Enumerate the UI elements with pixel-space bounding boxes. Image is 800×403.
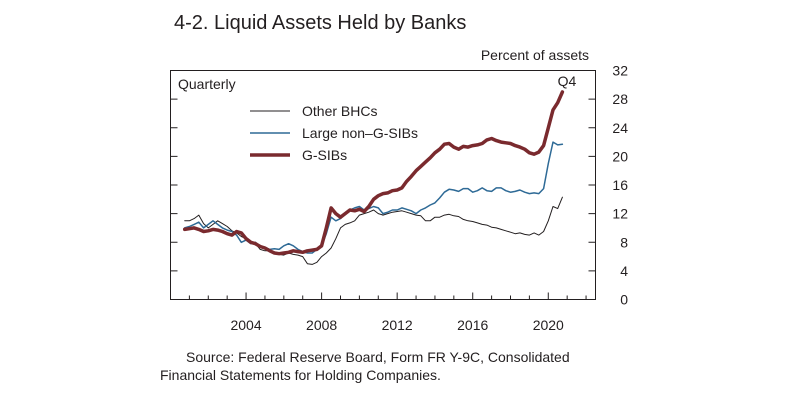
y-tick-label: 12 <box>612 206 628 222</box>
source-note: Source: Federal Reserve Board, Form FR Y… <box>160 348 680 384</box>
x-tick-label: 2004 <box>230 317 261 333</box>
chart-title: 4-2. Liquid Assets Held by Banks <box>174 12 467 34</box>
legend-label: Large non–G-SIBs <box>302 125 418 141</box>
series-line-3 <box>182 90 565 256</box>
last-point-annotation: Q4 <box>558 73 577 89</box>
left-axis-ticks <box>170 98 178 272</box>
legend: Other BHCs Large non–G-SIBs G-SIBs <box>250 103 418 163</box>
series-lines <box>182 90 565 265</box>
source-line-1: Source: Federal Reserve Board, Form FR Y… <box>186 349 570 365</box>
y-axis-label: Percent of assets <box>481 47 589 63</box>
plot-frame <box>170 70 596 300</box>
y-tick-label: 0 <box>620 292 628 308</box>
legend-label: Other BHCs <box>302 103 377 119</box>
y-tick-label: 16 <box>612 177 628 193</box>
x-axis: 2004 2008 2012 2016 2020 <box>170 292 587 333</box>
y-tick-label: 28 <box>612 91 628 107</box>
x-tick-label: 2012 <box>382 317 413 333</box>
y-tick-label: 20 <box>612 148 628 164</box>
legend-label: G-SIBs <box>302 147 347 163</box>
y-tick-label: 32 <box>612 63 628 79</box>
x-tick-label: 2020 <box>533 317 564 333</box>
x-tick-label: 2008 <box>306 317 337 333</box>
source-line-2: Financial Statements for Holding Compani… <box>160 367 441 383</box>
y-tick-label: 4 <box>620 263 628 279</box>
y-tick-label: 8 <box>620 234 628 250</box>
y-tick-label: 24 <box>612 120 628 136</box>
x-tick-label: 2016 <box>457 317 488 333</box>
frequency-label: Quarterly <box>178 76 236 92</box>
right-axis: 0 4 8 12 16 20 24 28 32 <box>588 63 628 308</box>
